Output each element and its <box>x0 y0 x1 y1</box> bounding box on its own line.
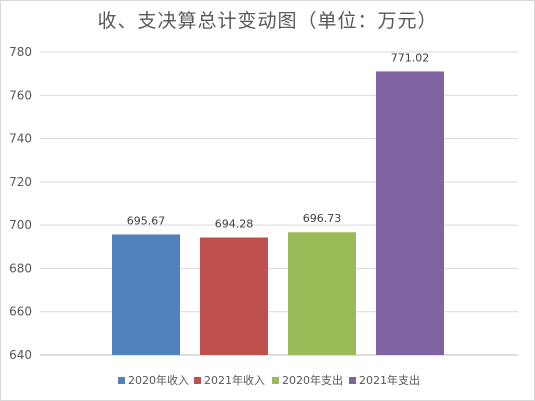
legend-swatch-4 <box>349 377 356 384</box>
bar-1 <box>112 234 180 355</box>
y-tick-label-660: 660 <box>9 305 32 319</box>
legend-swatch-3 <box>272 377 279 384</box>
legend-label-1: 2020年收入 <box>128 373 189 387</box>
bar-value-label-3: 696.73 <box>303 212 342 225</box>
bar-value-label-2: 694.28 <box>215 218 254 231</box>
bar-value-label-1: 695.67 <box>127 215 166 228</box>
y-tick-label-740: 740 <box>9 132 32 146</box>
bar-3 <box>288 232 356 355</box>
chart-title: 收、支决算总计变动图（单位：万元） <box>97 10 438 32</box>
bar-4 <box>376 71 444 355</box>
legend-swatch-2 <box>194 377 201 384</box>
y-tick-label-720: 720 <box>9 175 32 189</box>
legend-label-3: 2020年支出 <box>282 373 343 387</box>
y-tick-label-760: 760 <box>9 88 32 102</box>
y-tick-label-700: 700 <box>9 218 32 232</box>
legend-label-4: 2021年支出 <box>359 373 420 387</box>
y-tick-label-640: 640 <box>9 348 32 362</box>
bar-value-label-4: 771.02 <box>391 51 430 64</box>
legend-swatch-1 <box>118 377 125 384</box>
bar-2 <box>200 237 268 355</box>
y-tick-label-780: 780 <box>9 45 32 59</box>
legend-label-2: 2021年收入 <box>204 373 265 387</box>
y-tick-label-680: 680 <box>9 261 32 275</box>
